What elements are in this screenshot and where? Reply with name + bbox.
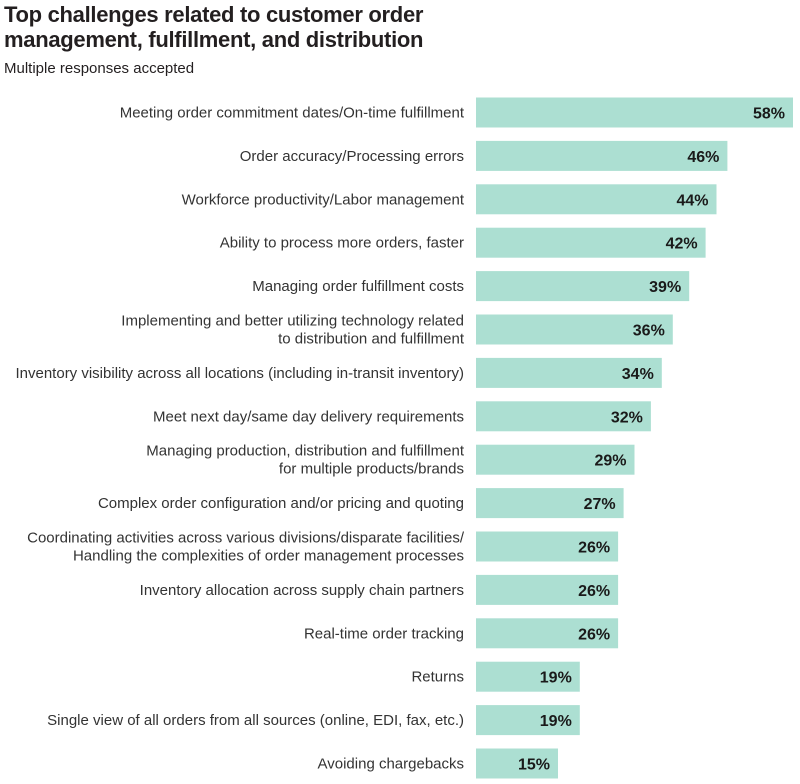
category-label-line: Returns — [411, 669, 464, 686]
value-label-4: 42% — [666, 236, 698, 253]
bar-2 — [476, 140, 728, 171]
category-label-line: Meet next day/same day delivery requirem… — [153, 408, 464, 425]
bar-11 — [476, 531, 619, 562]
chart-title: Top challenges related to customer order… — [4, 2, 424, 52]
bar-13 — [476, 618, 619, 649]
category-label-5: Managing order fulfillment costs — [252, 278, 464, 295]
category-label-line: Implementing and better utilizing techno… — [121, 313, 464, 330]
category-label-line: Single view of all orders from all sourc… — [47, 712, 464, 729]
category-label-line: Inventory allocation across supply chain… — [140, 582, 464, 599]
bar-10 — [476, 488, 624, 519]
category-label-1: Meeting order commitment dates/On-time f… — [120, 105, 465, 122]
value-label-15: 19% — [540, 713, 572, 730]
category-label-14: Returns — [411, 669, 464, 686]
bar-1 — [476, 97, 793, 128]
bar-7 — [476, 357, 662, 388]
category-label-9: Managing production, distribution and fu… — [146, 443, 465, 478]
category-label-line: Real-time order tracking — [304, 625, 464, 642]
category-label-line: Inventory visibility across all location… — [15, 365, 464, 382]
value-label-8: 32% — [611, 409, 643, 426]
category-label-line: Avoiding chargebacks — [318, 756, 464, 773]
value-label-11: 26% — [578, 540, 610, 557]
category-label-line: Workforce productivity/Labor management — [182, 191, 465, 208]
category-label-16: Avoiding chargebacks — [318, 756, 464, 773]
bar-15 — [476, 705, 580, 736]
bar-6 — [476, 314, 673, 345]
chart-subtitle: Multiple responses accepted — [4, 60, 195, 77]
bar-5 — [476, 271, 690, 302]
category-label-2: Order accuracy/Processing errors — [240, 148, 464, 165]
category-label-line: Order accuracy/Processing errors — [240, 148, 464, 165]
category-label-15: Single view of all orders from all sourc… — [47, 712, 464, 729]
category-label-line: Ability to process more orders, faster — [220, 235, 464, 252]
value-label-6: 36% — [633, 323, 665, 340]
category-label-3: Workforce productivity/Labor management — [182, 191, 465, 208]
value-label-5: 39% — [649, 279, 681, 296]
value-label-12: 26% — [578, 583, 610, 600]
category-label-10: Complex order configuration and/or prici… — [98, 495, 464, 512]
category-label-8: Meet next day/same day delivery requirem… — [153, 408, 464, 425]
value-label-9: 29% — [594, 453, 626, 470]
category-label-line: Coordinating activities across various d… — [27, 530, 465, 547]
category-label-line: Managing production, distribution and fu… — [146, 443, 465, 460]
value-label-10: 27% — [584, 496, 616, 513]
category-label-11: Coordinating activities across various d… — [27, 530, 465, 565]
bar-16 — [476, 748, 558, 779]
category-label-12: Inventory allocation across supply chain… — [140, 582, 464, 599]
category-label-line: for multiple products/brands — [279, 461, 464, 478]
value-label-1: 58% — [753, 106, 785, 123]
category-label-line: Complex order configuration and/or prici… — [98, 495, 464, 512]
category-label-line: Managing order fulfillment costs — [252, 278, 464, 295]
bar-4 — [476, 227, 706, 258]
value-label-13: 26% — [578, 626, 610, 643]
bar-8 — [476, 401, 651, 432]
value-label-14: 19% — [540, 670, 572, 687]
value-label-2: 46% — [687, 149, 719, 166]
bar-3 — [476, 184, 717, 215]
value-label-3: 44% — [676, 192, 708, 209]
category-label-line: to distribution and fulfillment — [278, 331, 465, 348]
value-label-7: 34% — [622, 366, 654, 383]
category-label-4: Ability to process more orders, faster — [220, 235, 464, 252]
category-label-line: Handling the complexities of order manag… — [73, 548, 464, 565]
category-label-13: Real-time order tracking — [304, 625, 464, 642]
category-label-7: Inventory visibility across all location… — [15, 365, 464, 382]
category-label-6: Implementing and better utilizing techno… — [121, 313, 465, 348]
value-label-16: 15% — [518, 757, 550, 774]
bar-12 — [476, 574, 619, 605]
category-label-line: Meeting order commitment dates/On-time f… — [120, 105, 465, 122]
bar-14 — [476, 661, 580, 692]
bar-9 — [476, 444, 635, 475]
